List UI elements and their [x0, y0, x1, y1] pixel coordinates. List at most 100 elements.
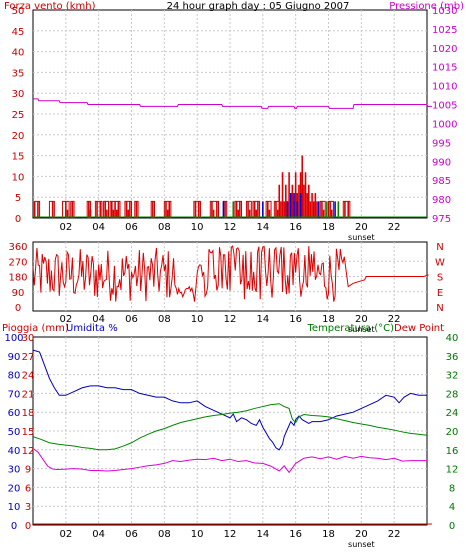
- wind-gust-segment: [252, 200, 261, 218]
- humidity-axis-label: Umidita %: [66, 323, 118, 334]
- temperature-ytick-label: 28: [446, 389, 459, 400]
- humidity-ytick-label: 10: [8, 502, 21, 513]
- wind-ytick-label: 15: [12, 152, 25, 163]
- temperature-ytick-label: 16: [446, 446, 459, 457]
- x-tick-label: 18: [322, 529, 335, 540]
- humidity-ytick-label: 20: [8, 483, 21, 494]
- x-tick-label: 10: [191, 314, 204, 325]
- wind-ytick-label: 30: [12, 89, 25, 100]
- pressure-ytick-label: 980: [432, 195, 451, 206]
- rain-ytick-label: 27: [22, 352, 35, 363]
- temperature-ytick-label: 40: [446, 333, 459, 344]
- temperature-ytick-label: 0: [449, 521, 455, 532]
- pressure-ytick-label: 995: [432, 138, 451, 149]
- wind-gust-segment: [234, 200, 242, 218]
- humidity-ytick-label: 0: [11, 521, 17, 532]
- wind-gust-segment: [209, 200, 220, 218]
- x-tick-label: 22: [388, 314, 401, 325]
- rain-ytick-label: 15: [22, 427, 35, 438]
- x-tick-label: 02: [59, 529, 72, 540]
- pressure-ytick-label: 1030: [432, 6, 457, 17]
- temperature-ytick-label: 24: [446, 408, 459, 419]
- x-tick-label: 10: [191, 529, 204, 540]
- wind-ytick-label: 45: [12, 27, 25, 38]
- x-tick-label: 12: [224, 314, 237, 325]
- wind-gust-segment: [103, 200, 110, 218]
- direction-compass-label: E: [437, 288, 443, 299]
- x-tick-label: 12: [224, 222, 237, 233]
- temperature-ytick-label: 32: [446, 371, 459, 382]
- humidity-ytick-label: 100: [4, 333, 23, 344]
- direction-compass-label: N: [436, 242, 443, 253]
- temperature-ytick-label: 8: [449, 483, 455, 494]
- direction-compass-label: N: [436, 303, 443, 314]
- x-tick-label: 12: [224, 529, 237, 540]
- pressure-line: [33, 98, 432, 109]
- wind-gust-segment: [124, 200, 132, 218]
- wind-gust-segment: [193, 200, 201, 218]
- x-tick-label: 22: [388, 222, 401, 233]
- rain-ytick-label: 12: [22, 446, 35, 457]
- humidity-ytick-label: 50: [8, 427, 21, 438]
- temperature-line: [32, 403, 428, 451]
- rain-ytick-label: 21: [22, 389, 35, 400]
- temperature-ytick-label: 12: [446, 465, 459, 476]
- temperature-ytick-label: 20: [446, 427, 459, 438]
- humidity-ytick-label: 80: [8, 371, 21, 382]
- direction-ytick-label: 90: [12, 288, 25, 299]
- pressure-ytick-label: 1025: [432, 25, 457, 36]
- direction-compass-label: W: [435, 257, 445, 268]
- wind-direction-line: [32, 245, 429, 302]
- pressure-ytick-label: 1015: [432, 63, 457, 74]
- pressure-ytick-label: 1010: [432, 82, 457, 93]
- humidity-ytick-label: 90: [8, 352, 21, 363]
- wind-ytick-label: 20: [12, 131, 25, 142]
- x-tick-label: 08: [158, 529, 171, 540]
- wind-gust-segment: [328, 200, 334, 218]
- wind-ytick-label: 50: [12, 6, 25, 17]
- pressure-ytick-label: 975: [432, 214, 451, 225]
- humidity-ytick-label: 60: [8, 408, 21, 419]
- wind-ytick-label: 40: [12, 48, 25, 59]
- wind-gust-segment: [48, 200, 55, 218]
- x-tick-label: 06: [125, 314, 138, 325]
- wind-gust-segment: [265, 200, 272, 218]
- direction-ytick-label: 0: [15, 303, 21, 314]
- direction-ytick-label: 270: [8, 257, 27, 268]
- direction-compass-label: S: [437, 273, 443, 284]
- rain-ytick-label: 24: [22, 371, 35, 382]
- wind-ytick-label: 0: [15, 214, 21, 225]
- x-tick-label: 02: [59, 314, 72, 325]
- pressure-ytick-label: 1020: [432, 44, 457, 55]
- x-tick-label: 04: [92, 314, 105, 325]
- wind-ytick-label: 5: [15, 193, 21, 204]
- wind-axis-label: Forza vento (kmh): [4, 1, 96, 12]
- x-tick-label: 14: [256, 222, 269, 233]
- direction-ytick-label: 180: [8, 273, 27, 284]
- pressure-ytick-label: 1005: [432, 101, 457, 112]
- x-tick-label: 04: [92, 529, 105, 540]
- rain-ytick-label: 18: [22, 408, 35, 419]
- sunset-marker-label: sunset: [348, 325, 375, 334]
- chart-title: 24 hour graph day : 05 Giugno 2007: [167, 1, 350, 12]
- dewpoint-line: [32, 447, 427, 474]
- x-tick-label: 16: [289, 314, 302, 325]
- wind-gust-segment: [245, 200, 252, 218]
- sunset-marker-label: sunset: [348, 233, 375, 242]
- humidity-ytick-label: 30: [8, 465, 21, 476]
- x-tick-label: 20: [355, 222, 368, 233]
- x-tick-label: 18: [322, 222, 335, 233]
- x-tick-label: 20: [355, 529, 368, 540]
- wind-gust-segment: [342, 200, 351, 218]
- humidity-ytick-label: 70: [8, 389, 21, 400]
- wind-ytick-label: 35: [12, 68, 25, 79]
- pressure-ytick-label: 1000: [432, 119, 457, 130]
- wind-gust-segment: [319, 200, 326, 218]
- rain-ytick-label: 3: [25, 502, 31, 513]
- x-tick-label: 08: [158, 222, 171, 233]
- wind-gust-segment: [94, 200, 103, 218]
- x-tick-label: 02: [59, 222, 72, 233]
- x-tick-label: 10: [191, 222, 204, 233]
